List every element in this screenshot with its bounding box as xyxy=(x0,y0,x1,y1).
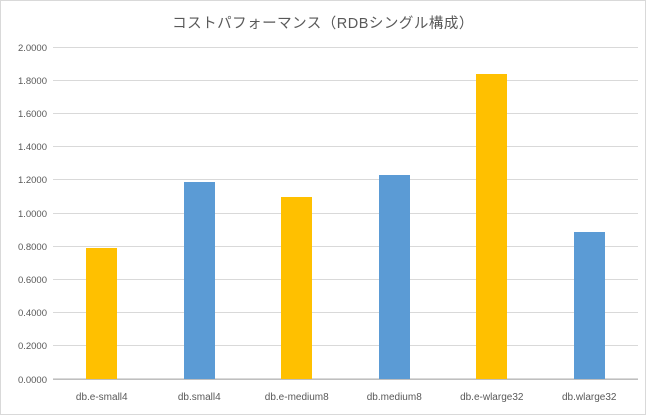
y-axis-tick-label: 1.4000 xyxy=(17,141,47,153)
gridline xyxy=(53,179,638,181)
y-axis-tick-label: 1.0000 xyxy=(17,208,47,220)
y-axis-tick-label: 2.0000 xyxy=(17,42,47,54)
x-axis-label: db.e-medium8 xyxy=(264,392,329,403)
gridline xyxy=(53,311,638,313)
y-axis-tick-label: 0.2000 xyxy=(17,341,47,353)
bar-db.small4 xyxy=(183,182,215,379)
y-axis-tick-label: 1.2000 xyxy=(17,175,47,187)
x-axis-label: db.e-wlarge32 xyxy=(460,392,524,403)
bar-db.e-medium8 xyxy=(281,196,313,379)
gridline xyxy=(53,278,638,280)
bar-db.e-small4 xyxy=(86,248,118,379)
gridline xyxy=(53,378,638,379)
gridline xyxy=(53,212,638,214)
y-axis-tick-label: 0.0000 xyxy=(17,374,47,386)
x-axis-label: db.wlarge32 xyxy=(562,392,617,403)
bar-db.medium8 xyxy=(378,175,410,379)
bar-db.e-wlarge32 xyxy=(476,74,508,379)
x-axis-label: db.medium8 xyxy=(366,392,422,403)
y-axis-tick-label: 0.8000 xyxy=(17,241,47,253)
y-axis-tick-label: 1.6000 xyxy=(17,108,47,120)
chart-title: コストパフォーマンス（RDBシングル構成） xyxy=(172,16,474,32)
x-axis-label: db.e-small4 xyxy=(75,392,128,403)
y-axis-tick-label: 0.6000 xyxy=(17,274,47,286)
gridline xyxy=(53,113,638,115)
y-axis: 0.0000 0.2000 0.4000 0.6000 0.8000 1.0000 1.20… xyxy=(1,43,47,384)
x-axis-label: db.small4 xyxy=(177,392,221,403)
y-axis-tick-label: 1.8000 xyxy=(17,75,47,87)
gridline xyxy=(53,344,638,346)
plot-area xyxy=(53,47,638,380)
gridline xyxy=(53,245,638,247)
gridline xyxy=(53,80,638,82)
gridline xyxy=(53,47,638,48)
y-axis-tick-label: 0.4000 xyxy=(17,307,47,319)
x-axis: db.e-small4 db.small4 db.e-medium8 db.mediu… xyxy=(53,388,638,404)
bar-db.wlarge32 xyxy=(573,231,605,379)
gridline xyxy=(53,146,638,148)
